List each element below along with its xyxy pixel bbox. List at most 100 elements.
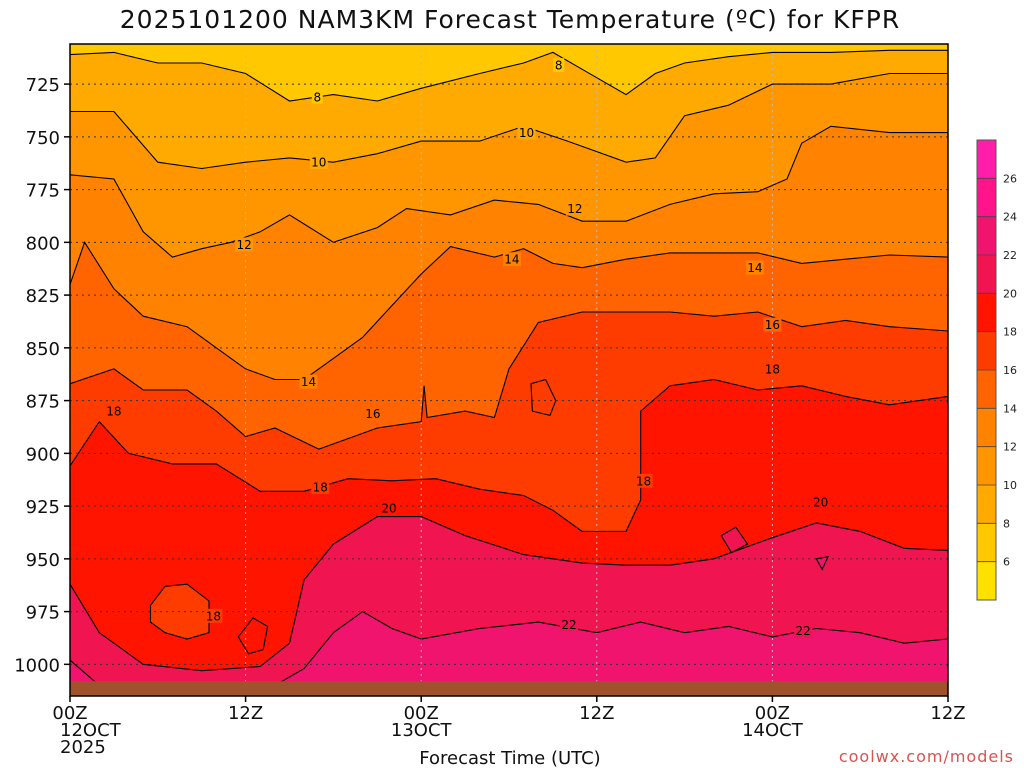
isotherm-label-12: 12 xyxy=(565,201,584,216)
x-tick-label: 00Z xyxy=(52,703,87,724)
isotherm-label-22: 22 xyxy=(794,623,813,638)
colorbar-tick-label: 14 xyxy=(1003,402,1017,415)
isotherm-label-10: 10 xyxy=(309,155,328,170)
colorbar-bin-24 xyxy=(977,178,996,217)
x-tick-label: 00Z xyxy=(404,703,439,724)
y-tick-label: 825 xyxy=(26,286,60,307)
ground-layer xyxy=(70,681,948,696)
isotherm-label-18: 18 xyxy=(204,608,223,623)
isotherm-label-text: 14 xyxy=(301,375,316,389)
x-tick-label: 00Z xyxy=(755,703,790,724)
ground-below-surface xyxy=(70,681,948,696)
isotherm-label-text: 16 xyxy=(365,407,380,421)
isotherm-label-text: 16 xyxy=(765,318,780,332)
isotherm-label-text: 8 xyxy=(313,90,321,104)
colorbar: 6 8 10 12 14 16 18 20 22 24 26 xyxy=(976,139,1017,601)
plot-area: 8 8 10 10 12 12 14 14 14 16 16 18 18 18 18 18 20 20 22 22 xyxy=(70,44,948,696)
isotherm-closed-20-1 xyxy=(237,617,269,655)
chart-title: 2025101200 NAM3KM Forecast Temperature (… xyxy=(120,5,900,34)
isotherm-layer xyxy=(70,49,948,686)
y-tick-label: 800 xyxy=(26,233,60,254)
colorbar-bin-10 xyxy=(977,446,996,485)
isotherm-label-text: 10 xyxy=(519,126,534,140)
colorbar-tick-label: 10 xyxy=(1003,479,1017,492)
isotherm-closed-20-3 xyxy=(720,526,749,554)
isotherm-label-layer: 8 8 10 10 12 12 14 14 14 16 16 18 18 18 18 18 20 20 22 22 xyxy=(104,58,830,638)
colorbar-tick-label: 22 xyxy=(1003,249,1017,262)
colorbar-tick-label: 6 xyxy=(1003,556,1010,569)
y-tick-label: 775 xyxy=(26,181,60,202)
colorbar-bin-12 xyxy=(977,408,996,447)
isotherm-label-18: 18 xyxy=(634,473,653,488)
x-tick-label: 12Z xyxy=(930,703,965,724)
isotherm-20 xyxy=(70,516,948,672)
isotherm-label-14: 14 xyxy=(745,260,764,275)
colorbar-bin-16 xyxy=(977,331,996,370)
isotherm-22 xyxy=(70,610,948,686)
isotherm-16 xyxy=(70,311,948,450)
isotherm-label-text: 18 xyxy=(206,609,221,623)
colorbar-tick-label: 18 xyxy=(1003,326,1017,339)
colorbar-bin-22 xyxy=(977,216,996,255)
y-tick-label: 875 xyxy=(26,392,60,413)
y-tick-label: 925 xyxy=(26,497,60,518)
isotherm-label-14: 14 xyxy=(299,374,318,389)
isotherm-label-12: 12 xyxy=(235,237,254,252)
y-tick-label: 975 xyxy=(26,603,60,624)
isotherm-label-text: 18 xyxy=(106,405,121,419)
x-tick-label: 12OCT xyxy=(60,720,122,741)
y-tick-label: 950 xyxy=(26,550,60,571)
credit-link[interactable]: coolwx.com/models xyxy=(839,747,1014,766)
temperature-fill-layer xyxy=(70,44,948,696)
colorbar-tick-label: 12 xyxy=(1003,441,1017,454)
isotherm-label-text: 12 xyxy=(567,202,582,216)
colorbar-bin-20 xyxy=(977,255,996,294)
colorbar-bin-26 xyxy=(977,140,996,179)
plot-frame xyxy=(69,43,949,697)
isotherm-label-10: 10 xyxy=(517,125,536,140)
isotherm-label-18: 18 xyxy=(763,361,782,376)
isotherm-label-20: 20 xyxy=(811,494,830,509)
x-axis-title: Forecast Time (UTC) xyxy=(419,748,600,768)
isotherm-label-text: 10 xyxy=(311,156,326,170)
colorbar-tick-label: 20 xyxy=(1003,287,1017,300)
colorbar-bin-18 xyxy=(977,293,996,332)
y-tick-label: 1000 xyxy=(14,655,60,676)
isotherm-label-8: 8 xyxy=(553,58,565,73)
isotherm-label-16: 16 xyxy=(763,317,782,332)
isotherm-label-text: 20 xyxy=(813,495,828,509)
isotherm-14 xyxy=(70,241,948,381)
isotherm-closed-18-0 xyxy=(149,583,210,640)
isotherm-label-text: 14 xyxy=(504,253,519,267)
isotherm-label-text: 22 xyxy=(561,618,576,632)
x-tick-label: 12Z xyxy=(579,703,614,724)
colorbar-tick-label: 24 xyxy=(1003,211,1017,224)
isotherm-8 xyxy=(70,49,948,102)
colorbar-tick-label: 8 xyxy=(1003,517,1010,530)
isotherm-label-text: 20 xyxy=(381,502,396,516)
isotherm-10 xyxy=(70,72,948,170)
isotherm-12 xyxy=(70,125,948,258)
x-tick-label: 12Z xyxy=(228,703,263,724)
isotherm-label-8: 8 xyxy=(311,89,323,104)
colorbar-bin-14 xyxy=(977,370,996,409)
isotherm-closed-18-2 xyxy=(530,378,557,417)
colorbar-bin-4 xyxy=(977,561,996,600)
isotherm-label-16: 16 xyxy=(363,406,382,421)
isotherm-label-18: 18 xyxy=(104,404,123,419)
colorbar-tick-label: 26 xyxy=(1003,172,1017,185)
x-tick-label: 2025 xyxy=(60,737,106,758)
colorbar-tick-label: 16 xyxy=(1003,364,1017,377)
isotherm-label-text: 14 xyxy=(747,261,762,275)
y-tick-label: 900 xyxy=(26,444,60,465)
grid-layer xyxy=(70,44,948,696)
isotherm-closed-22-4 xyxy=(815,555,829,571)
isotherm-label-text: 18 xyxy=(765,362,780,376)
colorbar-bin-6 xyxy=(977,523,996,562)
y-tick-label: 850 xyxy=(26,339,60,360)
colorbar-bin-8 xyxy=(977,485,996,524)
isotherm-label-text: 12 xyxy=(236,238,251,252)
y-tick-label: 750 xyxy=(26,128,60,149)
isotherm-label-text: 18 xyxy=(313,481,328,495)
